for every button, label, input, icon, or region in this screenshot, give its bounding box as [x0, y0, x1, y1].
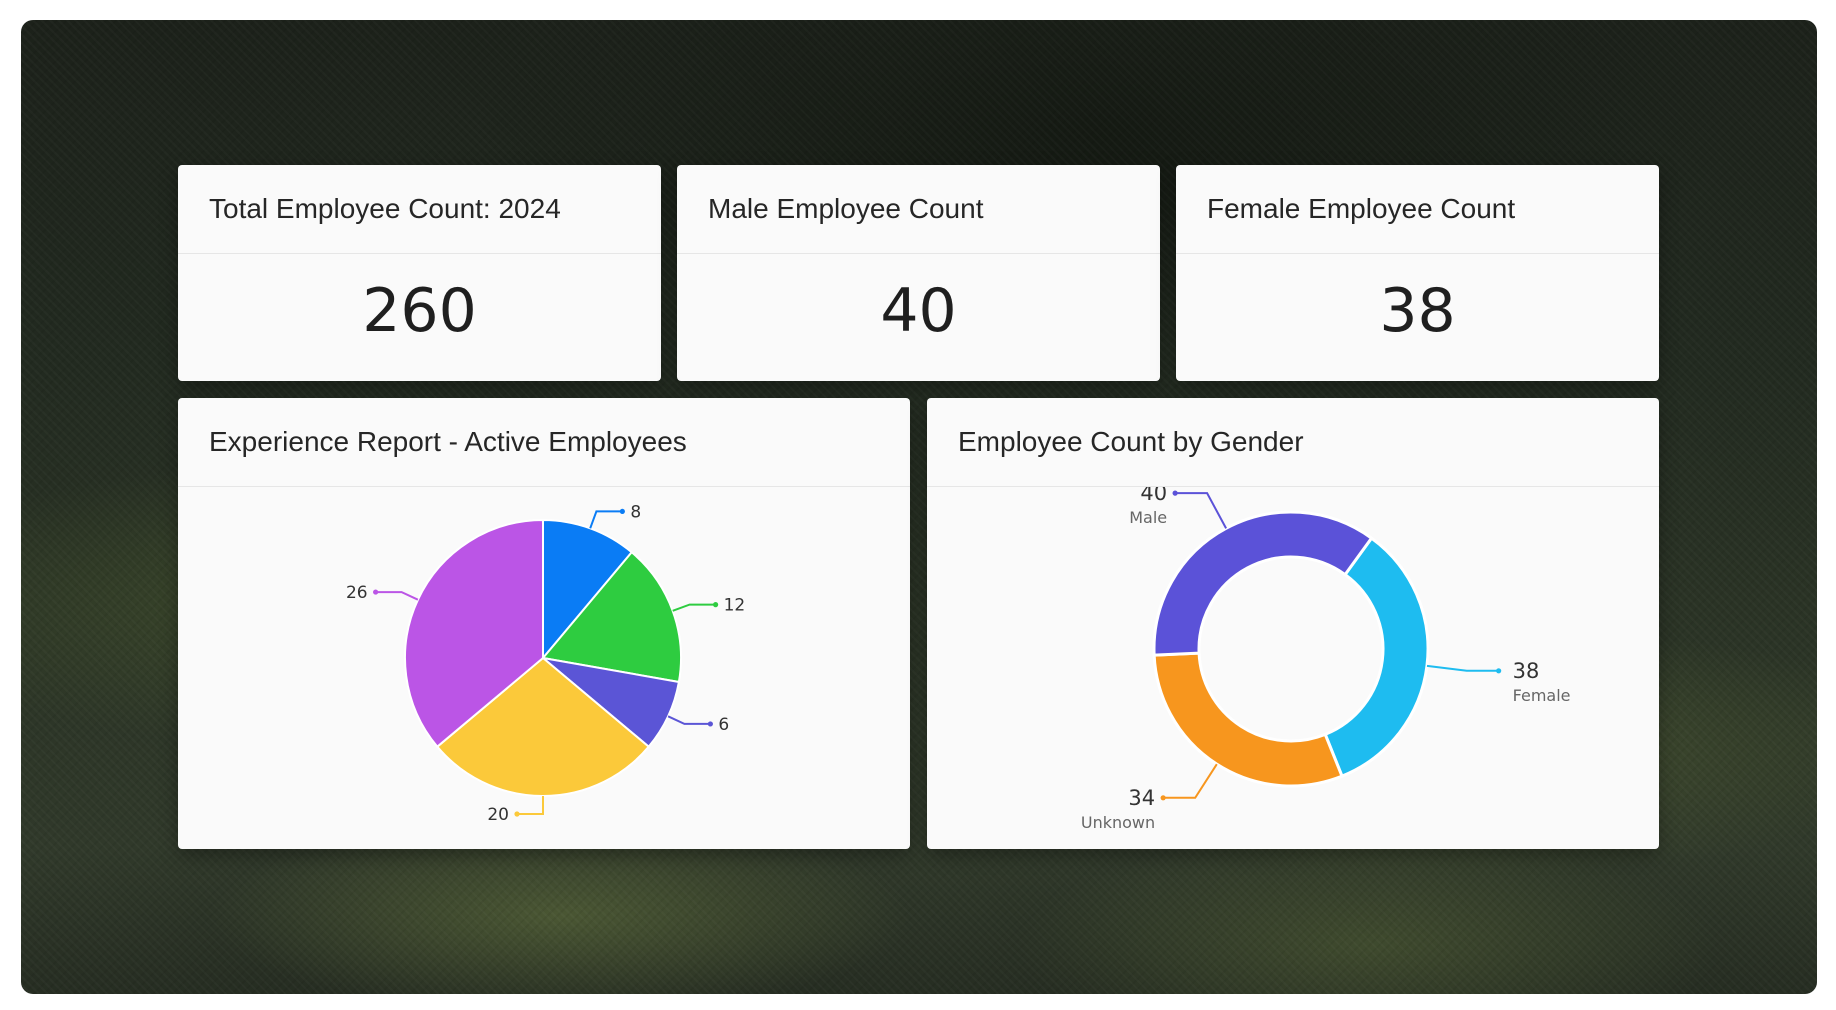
donut-leader-dot [1496, 668, 1502, 674]
donut-slice[interactable] [1152, 651, 1344, 788]
pie-slice[interactable] [541, 550, 682, 684]
pie-leader-dot [373, 589, 379, 595]
pie-data-label: 6 [718, 715, 729, 735]
experience-report-card[interactable]: Experience Report - Active Employees 8 12… [178, 398, 910, 849]
donut-slice[interactable] [1323, 536, 1430, 779]
chart-title: Employee Count by Gender [927, 398, 1659, 487]
pie-data-label: 26 [346, 583, 368, 603]
kpi-value: 38 [1379, 276, 1456, 346]
gender-report-card[interactable]: Employee Count by Gender 38 Female 34 Unkno… [927, 398, 1659, 849]
pie-leader-line [589, 510, 623, 529]
donut-value-label: 40 [1140, 487, 1167, 505]
kpi-card-total[interactable]: Total Employee Count: 2024 260 [178, 165, 661, 381]
kpi-title: Male Employee Count [677, 165, 1160, 254]
donut-leader-dot [1160, 795, 1166, 801]
donut-category-label: Male [1129, 508, 1167, 527]
donut-value-label: 38 [1513, 659, 1540, 683]
pie-leader-dot [619, 508, 625, 515]
donut-leader-dot [1172, 490, 1178, 496]
pie-leader-line [667, 715, 711, 725]
donut-category-label: Female [1513, 686, 1571, 705]
pie-leader-dot [707, 721, 713, 727]
kpi-value: 40 [880, 276, 957, 346]
donut-value-label: 34 [1128, 786, 1155, 810]
kpi-value: 260 [362, 276, 477, 346]
donut-leader-line [1163, 763, 1218, 799]
donut-leader-line [1175, 492, 1227, 529]
donut-leader-line [1426, 664, 1499, 672]
donut-category-label: Unknown [1081, 813, 1155, 832]
gender-donut-chart: 38 Female 34 Unknown 40 Male [1081, 487, 1571, 832]
donut-slice[interactable] [1152, 510, 1374, 657]
kpi-card-female[interactable]: Female Employee Count 38 [1176, 165, 1659, 381]
pie-leader-dot [712, 602, 719, 608]
pie-leader-line [672, 603, 716, 612]
pie-leader-line [517, 796, 544, 815]
experience-pie-chart: 8 12 6 20 26 [346, 502, 746, 825]
chart-title: Experience Report - Active Employees [178, 398, 910, 487]
kpi-card-male[interactable]: Male Employee Count 40 [677, 165, 1160, 381]
pie-slice[interactable] [542, 518, 634, 661]
pie-slice[interactable] [435, 656, 651, 797]
pie-data-label: 12 [724, 596, 746, 616]
pie-data-label: 20 [487, 805, 509, 825]
pie-leader-line [375, 591, 419, 601]
kpi-title: Total Employee Count: 2024 [178, 165, 661, 254]
kpi-title: Female Employee Count [1176, 165, 1659, 254]
pie-slice[interactable] [404, 518, 544, 749]
pie-leader-dot [514, 811, 520, 817]
pie-data-label: 8 [630, 502, 641, 522]
